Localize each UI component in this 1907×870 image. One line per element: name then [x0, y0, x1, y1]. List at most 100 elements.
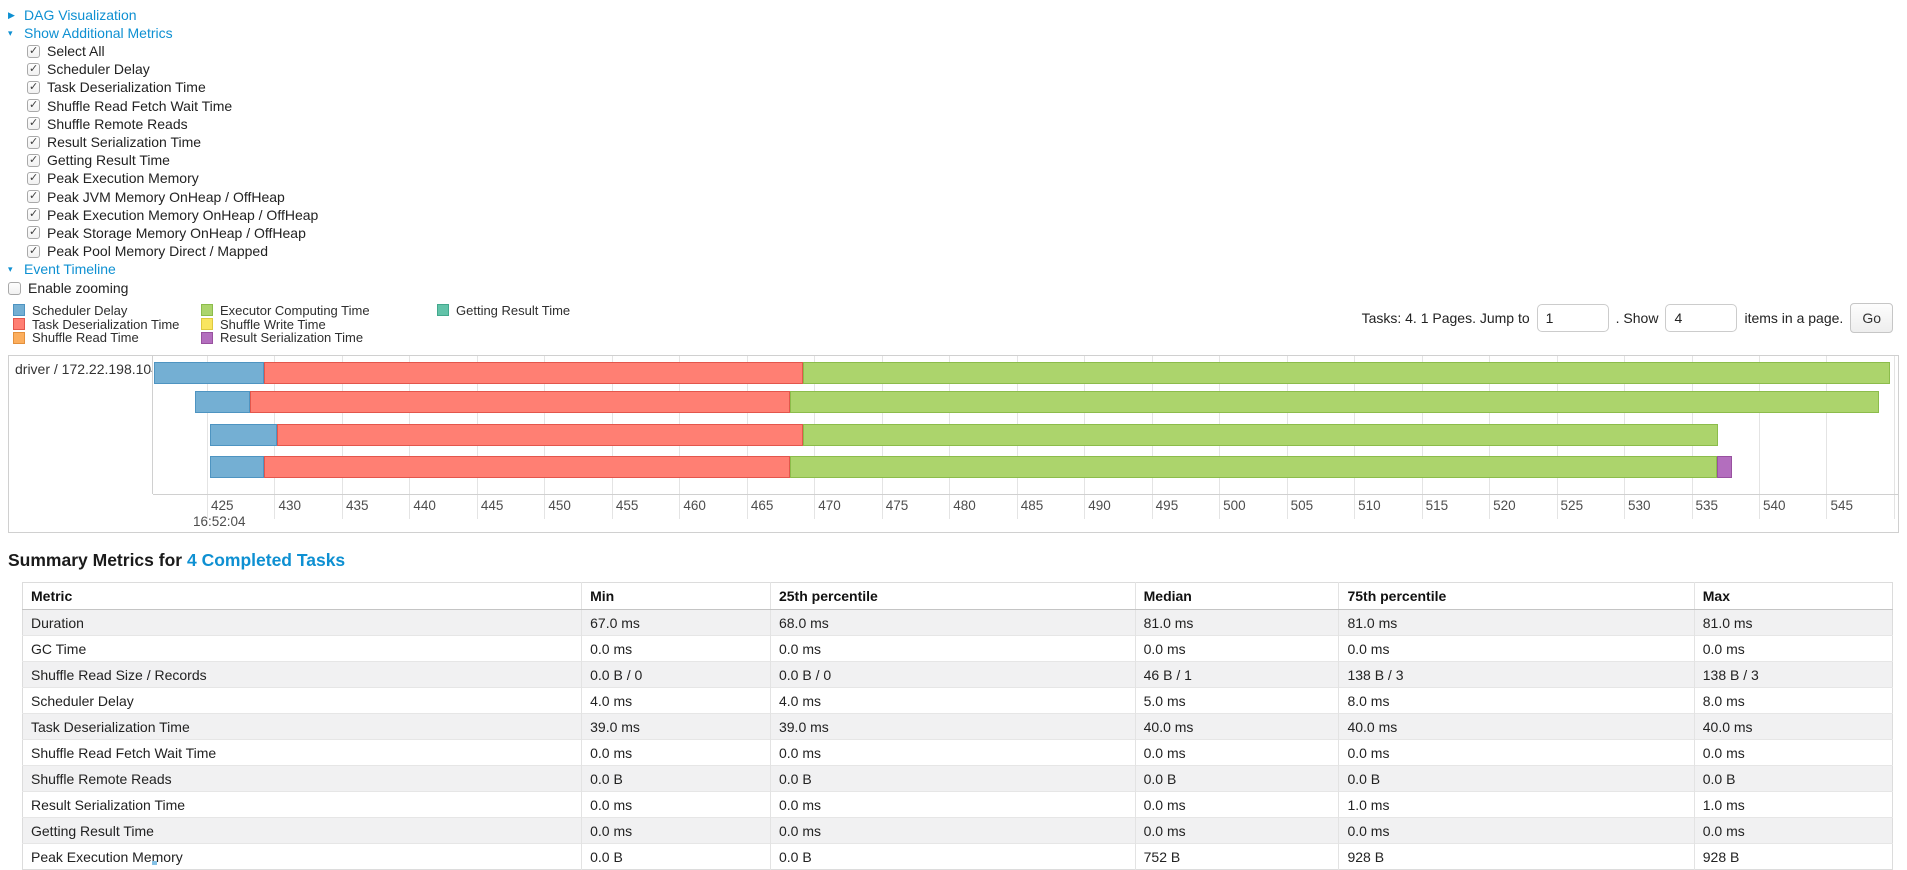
timeline-task-segment-scheduler-delay[interactable] — [154, 362, 263, 384]
metric-value-cell: 928 B — [1339, 844, 1694, 870]
legend-item-result-serialization: Result Serialization Time — [201, 331, 409, 345]
shuffle-read-swatch-icon — [13, 332, 25, 344]
checkbox-checked-icon[interactable]: ✓ — [27, 190, 40, 203]
checkbox-checked-icon[interactable]: ✓ — [27, 208, 40, 221]
check-mark-icon: ✓ — [29, 244, 38, 257]
checkbox-checked-icon[interactable]: ✓ — [27, 172, 40, 185]
checkbox-checked-icon[interactable]: ✓ — [27, 81, 40, 94]
axis-tick-line — [1624, 495, 1625, 519]
summary-metrics-title: Summary Metrics for 4 Completed Tasks — [8, 550, 1899, 571]
metric-name-cell: Result Serialization Time — [23, 792, 582, 818]
axis-tick-label: 465 — [751, 498, 774, 513]
metric-value-cell: 138 B / 3 — [1694, 662, 1892, 688]
checkbox-checked-icon[interactable]: ✓ — [27, 154, 40, 167]
axis-tick-label: 490 — [1088, 498, 1111, 513]
timeline-task-segment-executor-computing[interactable] — [803, 424, 1718, 446]
metric-checkbox-label: Task Deserialization Time — [47, 79, 206, 95]
jump-to-page-input[interactable] — [1537, 304, 1609, 332]
metric-name-cell: Peak Execution Memory — [23, 844, 582, 870]
completed-tasks-link[interactable]: 4 Completed Tasks — [187, 550, 345, 570]
axis-tick-line — [1287, 495, 1288, 519]
metric-checkbox-label: Shuffle Read Fetch Wait Time — [47, 98, 232, 114]
executor-computing-swatch-icon — [201, 304, 213, 316]
metric-name-cell: Duration — [23, 610, 582, 636]
timeline-task-segment-task-deserialization[interactable] — [250, 391, 790, 413]
metric-checkbox-label: Scheduler Delay — [47, 61, 150, 77]
checkbox-checked-icon[interactable]: ✓ — [27, 45, 40, 58]
metric-value-cell: 0.0 ms — [582, 636, 771, 662]
metric-checkbox-row[interactable]: ✓ Scheduler Delay — [27, 60, 1899, 78]
timeline-task-segment-scheduler-delay[interactable] — [195, 391, 250, 413]
show-additional-metrics-toggle[interactable]: ▾ Show Additional Metrics — [8, 24, 1899, 42]
go-button[interactable]: Go — [1850, 303, 1893, 333]
dag-visualization-toggle[interactable]: ▶ DAG Visualization — [8, 6, 1899, 24]
axis-tick-line — [274, 495, 275, 519]
checkbox-checked-icon[interactable]: ✓ — [27, 117, 40, 130]
metric-value-cell: 0.0 ms — [1339, 740, 1694, 766]
metric-value-cell: 0.0 ms — [1694, 636, 1892, 662]
timeline-task-segment-result-serialization[interactable] — [1717, 456, 1732, 478]
metric-value-cell: 5.0 ms — [1135, 688, 1339, 714]
legend-item-scheduler-delay: Scheduler Delay — [13, 303, 173, 317]
legend-column: Getting Result Time — [437, 303, 597, 344]
metric-checkbox-row[interactable]: ✓ Peak Pool Memory Direct / Mapped — [27, 242, 1899, 260]
metric-checkbox-row[interactable]: ✓ Result Serialization Time — [27, 133, 1899, 151]
metric-value-cell: 0.0 B — [582, 766, 771, 792]
timeline-plot — [153, 356, 1898, 494]
axis-tick-label: 495 — [1156, 498, 1179, 513]
metric-checkbox-row[interactable]: ✓Peak Storage Memory OnHeap / OffHeap — [27, 224, 1899, 242]
axis-tick-line — [679, 495, 680, 519]
metric-value-cell: 0.0 B / 0 — [770, 662, 1135, 688]
axis-tick-label: 455 — [616, 498, 639, 513]
metric-checkbox-label: Result Serialization Time — [47, 134, 201, 150]
axis-tick-label: 505 — [1291, 498, 1314, 513]
metric-checkbox-row[interactable]: ✓Peak JVM Memory OnHeap / OffHeap — [27, 188, 1899, 206]
metric-checkbox-row[interactable]: ✓Peak Execution Memory OnHeap / OffHeap — [27, 206, 1899, 224]
timeline-task-segment-executor-computing[interactable] — [790, 391, 1879, 413]
items-per-page-input[interactable] — [1665, 304, 1737, 332]
checkbox-checked-icon[interactable]: ✓ — [27, 63, 40, 76]
metric-checkbox-row[interactable]: ✓Peak Execution Memory — [27, 169, 1899, 187]
metric-checkbox-label: Peak Pool Memory Direct / Mapped — [47, 243, 268, 259]
axis-tick-line — [1489, 495, 1490, 519]
timeline-task-segment-scheduler-delay[interactable] — [210, 456, 264, 478]
metric-checkbox-row[interactable]: ✓Getting Result Time — [27, 151, 1899, 169]
check-mark-icon: ✓ — [29, 225, 38, 238]
metric-value-cell: 0.0 B — [1135, 766, 1339, 792]
event-timeline-toggle[interactable]: ▾ Event Timeline — [8, 260, 1899, 278]
metric-checkbox-row[interactable]: ✓Select All — [27, 42, 1899, 60]
axis-tick-label: 525 — [1561, 498, 1584, 513]
metric-value-cell: 40.0 ms — [1339, 714, 1694, 740]
metric-value-cell: 67.0 ms — [582, 610, 771, 636]
scheduler-delay-swatch-icon — [13, 304, 25, 316]
timeline-task-segment-task-deserialization[interactable] — [277, 424, 803, 446]
getting-result-swatch-icon — [437, 304, 449, 316]
metric-value-cell: 1.0 ms — [1339, 792, 1694, 818]
timeline-task-segment-task-deserialization[interactable] — [264, 362, 804, 384]
metric-value-cell: 0.0 ms — [1135, 740, 1339, 766]
axis-tick-line — [1759, 495, 1760, 519]
timeline-task-segment-scheduler-delay[interactable] — [210, 424, 277, 446]
timeline-task-segment-task-deserialization[interactable] — [264, 456, 790, 478]
metric-checkbox-row[interactable]: ✓Shuffle Remote Reads — [27, 115, 1899, 133]
checkbox-checked-icon[interactable]: ✓ — [27, 245, 40, 258]
metric-checkbox-row[interactable]: ✓ Task Deserialization Time — [27, 78, 1899, 96]
enable-zooming-row[interactable]: Enable zooming — [8, 279, 1899, 297]
timeline-task-segment-executor-computing[interactable] — [790, 456, 1717, 478]
checkbox-checked-icon[interactable]: ✓ — [27, 226, 40, 239]
metric-value-cell: 81.0 ms — [1694, 610, 1892, 636]
timeline-task-segment-executor-computing[interactable] — [803, 362, 1889, 384]
metric-value-cell: 0.0 B — [770, 844, 1135, 870]
metric-value-cell: 0.0 B / 0 — [582, 662, 771, 688]
check-mark-icon: ✓ — [29, 189, 38, 202]
checkbox-checked-icon[interactable]: ✓ — [27, 99, 40, 112]
checkbox-checked-icon[interactable]: ✓ — [27, 136, 40, 149]
checkbox-unchecked-icon[interactable] — [8, 282, 21, 295]
metric-checkbox-row[interactable]: ✓ Shuffle Read Fetch Wait Time — [27, 97, 1899, 115]
metric-name-cell: Getting Result Time — [23, 818, 582, 844]
column-header: Max — [1694, 583, 1892, 610]
